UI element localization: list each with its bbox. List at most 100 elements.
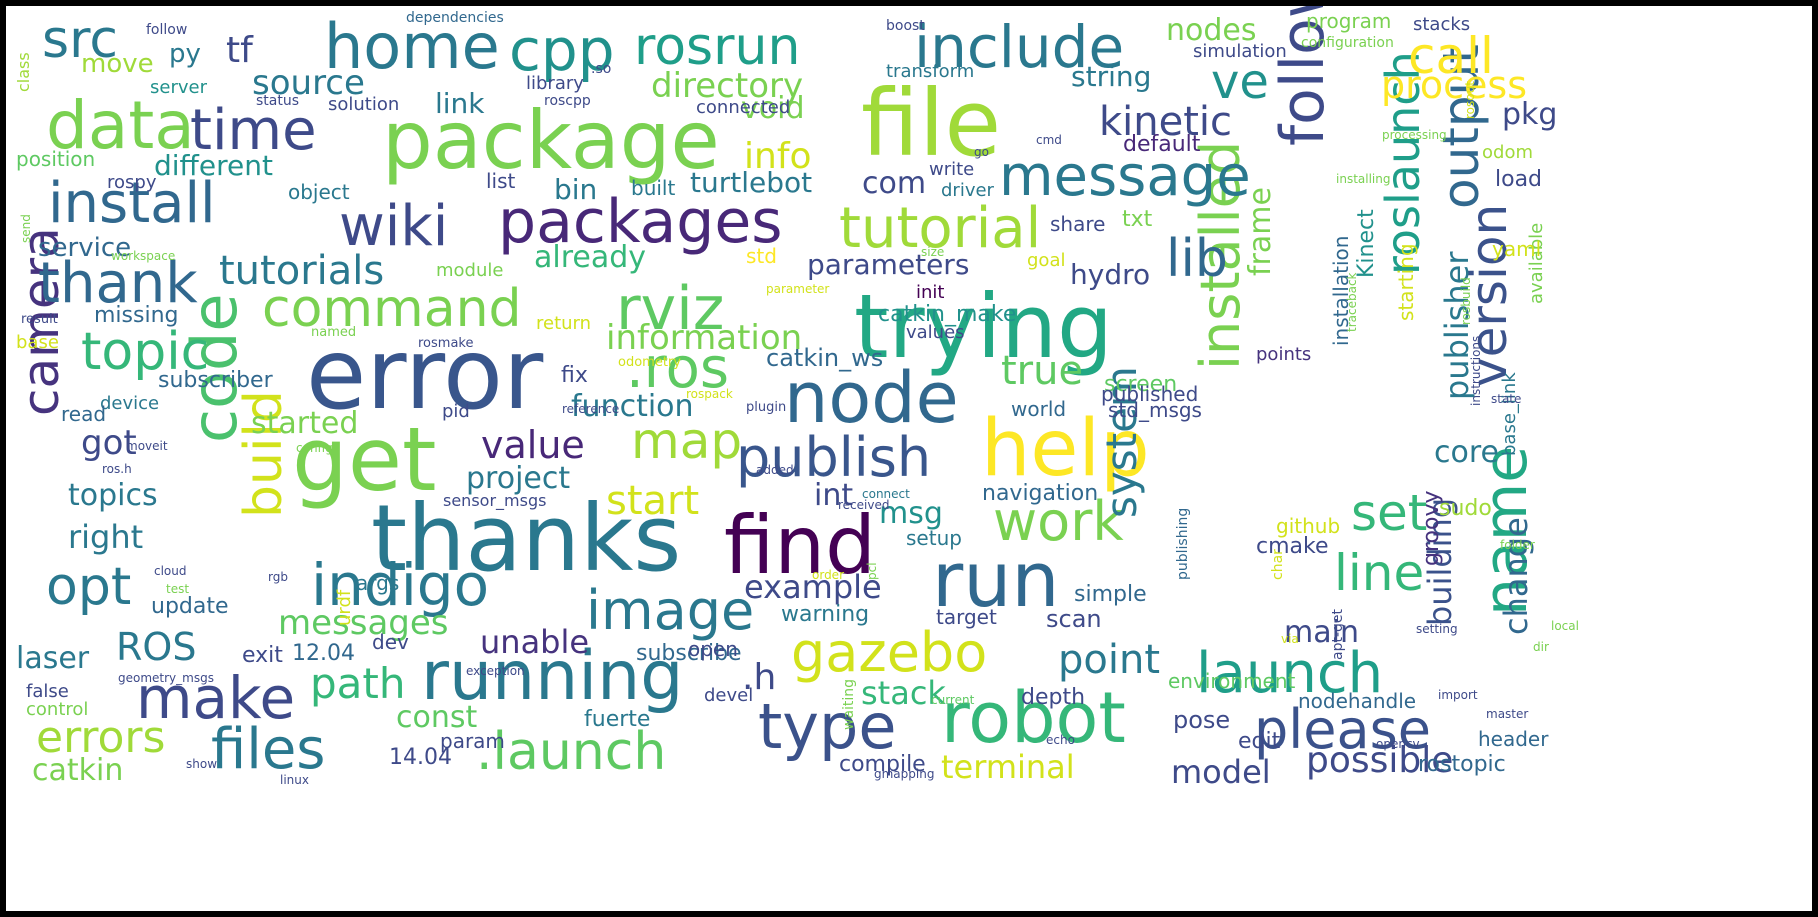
word-echo: echo bbox=[1046, 733, 1075, 747]
word-status: status bbox=[256, 93, 300, 109]
word-published: published bbox=[1101, 382, 1199, 406]
word-start: start bbox=[606, 478, 700, 524]
word-started: started bbox=[251, 406, 359, 441]
word-connect: connect bbox=[862, 487, 910, 501]
word-frame: frame bbox=[1243, 187, 1278, 276]
word-tf: tf bbox=[226, 30, 253, 71]
word-points: points bbox=[1256, 344, 1312, 365]
word-program: program bbox=[1306, 9, 1392, 33]
word-dir: dir bbox=[1533, 640, 1549, 654]
word-type: type bbox=[758, 690, 897, 763]
word-odom: odom bbox=[1482, 142, 1533, 163]
word-project: project bbox=[466, 461, 571, 496]
word-std-msgs: std_msgs bbox=[1108, 398, 1202, 422]
word-result: result bbox=[21, 312, 58, 327]
word-const: const bbox=[396, 700, 478, 735]
word-named: named bbox=[311, 325, 357, 340]
word-yaml: yaml bbox=[1492, 237, 1542, 261]
word-stacks: stacks bbox=[1413, 14, 1471, 35]
word-pcl: pcl bbox=[865, 562, 879, 580]
word-string: string bbox=[1071, 60, 1152, 93]
word-update: update bbox=[151, 594, 229, 619]
word-robot: robot bbox=[941, 677, 1126, 759]
word-apt-get: apt-get bbox=[1330, 609, 1346, 660]
word-devel: devel bbox=[704, 685, 754, 706]
word-call: call bbox=[1408, 27, 1494, 85]
word-state: state bbox=[1491, 392, 1522, 406]
word-possible: possible bbox=[1306, 740, 1454, 781]
word-test: test bbox=[166, 582, 190, 596]
word-exception: exception bbox=[466, 664, 525, 678]
word-thank: thank bbox=[38, 251, 198, 316]
word-object: object bbox=[288, 180, 350, 204]
word-message: message bbox=[999, 144, 1251, 209]
word-topics: topics bbox=[68, 478, 158, 513]
word-cmd: cmd bbox=[1036, 133, 1062, 147]
word-node: node bbox=[784, 357, 959, 439]
word-process: process bbox=[1381, 63, 1528, 107]
word-odometry: odometry bbox=[618, 355, 681, 370]
word-get: get bbox=[292, 408, 437, 511]
word-different: different bbox=[154, 149, 273, 182]
word-config: config bbox=[296, 441, 333, 455]
word-main: main bbox=[1284, 615, 1359, 650]
word-depth: depth bbox=[1021, 685, 1086, 710]
word-install: install bbox=[48, 171, 216, 236]
word-local: local bbox=[1551, 619, 1579, 633]
word-tutorial: tutorial bbox=[839, 196, 1042, 261]
word-model: model bbox=[1171, 753, 1271, 791]
word-simple: simple bbox=[1074, 582, 1147, 607]
word-include: include bbox=[914, 13, 1125, 81]
word-work: work bbox=[993, 490, 1124, 553]
word-ros: ROS bbox=[116, 625, 197, 669]
word-com: com bbox=[862, 166, 927, 201]
word-size: size bbox=[921, 245, 945, 259]
word-info: info bbox=[744, 136, 812, 177]
word-set: set bbox=[1351, 484, 1428, 542]
word-default: default bbox=[1123, 132, 1201, 157]
word-header: header bbox=[1478, 727, 1549, 751]
word-cloud: cloud bbox=[154, 564, 187, 578]
word-msg: msg bbox=[879, 496, 943, 531]
word-args: args bbox=[356, 571, 400, 595]
word-hydro: hydro bbox=[1070, 258, 1151, 291]
word-boost: boost bbox=[886, 18, 925, 34]
word-target: target bbox=[936, 605, 997, 629]
word-geometry-msgs: geometry_msgs bbox=[118, 671, 214, 685]
word-read: read bbox=[61, 402, 107, 426]
word-wiki: wiki bbox=[339, 194, 449, 259]
word-please: please bbox=[1254, 698, 1431, 761]
word-linux: linux bbox=[280, 773, 309, 787]
word-rospack: rospack bbox=[686, 387, 733, 401]
word-fuerte: fuerte bbox=[584, 707, 651, 732]
word-messages: messages bbox=[278, 603, 449, 643]
word-class: class bbox=[14, 52, 33, 92]
word-sudo: sudo bbox=[1439, 496, 1492, 521]
word-pose: pose bbox=[1173, 706, 1231, 734]
word-stack: stack bbox=[861, 674, 946, 712]
word-line: line bbox=[1334, 544, 1425, 602]
word-folder: folder bbox=[1500, 538, 1535, 552]
word-publishing: publishing bbox=[1175, 507, 1191, 580]
word-base: base bbox=[16, 332, 59, 353]
word-workspace: workspace bbox=[111, 249, 176, 263]
word-simulation: simulation bbox=[1193, 41, 1287, 62]
word-sensor-msgs: sensor_msgs bbox=[443, 491, 547, 510]
word-edit: edit bbox=[1238, 729, 1281, 754]
word-import: import bbox=[1438, 688, 1478, 702]
word-pkg: pkg bbox=[1502, 97, 1558, 132]
word-false: false bbox=[26, 681, 69, 702]
word-plugin: plugin bbox=[746, 400, 787, 415]
word-built: built bbox=[631, 176, 676, 200]
word-cpp: cpp bbox=[509, 16, 615, 84]
word-urdf: urdf bbox=[334, 589, 355, 626]
word-warning: warning bbox=[781, 602, 870, 627]
word-order: order bbox=[812, 568, 844, 582]
word-rgb: rgb bbox=[268, 570, 288, 584]
word-catkin-ws: catkin_ws bbox=[766, 344, 884, 372]
word-rosrun: rosrun bbox=[634, 17, 801, 77]
word-subscribe: subscribe bbox=[636, 641, 742, 666]
word-ros: .ros bbox=[626, 336, 730, 401]
word-parameter: parameter bbox=[766, 282, 830, 296]
